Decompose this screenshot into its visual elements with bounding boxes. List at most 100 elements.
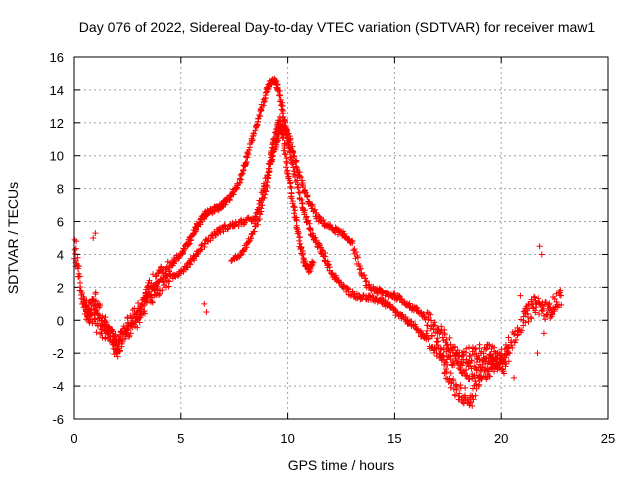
data-point: [427, 311, 434, 318]
data-point: [294, 181, 301, 188]
data-point: [242, 159, 249, 166]
data-point: [124, 325, 131, 332]
data-point: [434, 342, 441, 349]
data-point: [186, 260, 193, 267]
data-point: [344, 285, 351, 292]
data-point: [438, 323, 445, 330]
data-point: [427, 317, 434, 324]
data-point: [289, 200, 296, 207]
data-point: [254, 121, 261, 128]
data-point: [117, 347, 124, 354]
data-point: [116, 348, 123, 355]
data-point: [542, 299, 549, 306]
data-point: [361, 272, 368, 279]
data-point: [292, 163, 299, 170]
data-point: [553, 298, 560, 305]
data-point: [76, 273, 83, 280]
data-point: [462, 384, 469, 391]
data-point: [98, 326, 105, 333]
data-point: [291, 152, 298, 159]
data-point: [303, 213, 310, 220]
data-point: [221, 222, 228, 229]
data-point: [159, 287, 166, 294]
data-point: [432, 322, 439, 329]
data-point: [518, 327, 525, 334]
data-point: [414, 326, 421, 333]
data-point: [306, 225, 313, 232]
data-point: [162, 270, 169, 277]
data-point: [156, 292, 163, 299]
data-point: [540, 305, 547, 312]
y-tick-label: 2: [57, 280, 64, 295]
y-tick-label: 6: [57, 215, 64, 230]
data-point: [422, 316, 429, 323]
data-point: [299, 182, 306, 189]
data-point: [454, 347, 461, 354]
data-point: [538, 251, 545, 258]
data-point: [514, 331, 521, 338]
data-point: [149, 298, 156, 305]
data-point: [481, 356, 488, 363]
data-point: [558, 292, 565, 299]
data-point: [447, 352, 454, 359]
data-point: [221, 222, 228, 229]
data-point: [259, 202, 266, 209]
data-point: [215, 225, 222, 232]
data-point: [230, 191, 237, 198]
data-point: [120, 323, 127, 330]
data-point: [363, 278, 370, 285]
data-point: [290, 153, 297, 160]
data-point: [451, 343, 458, 350]
data-point: [262, 188, 269, 195]
data-point: [233, 186, 240, 193]
data-point: [503, 350, 510, 357]
y-tick-label: 14: [50, 83, 64, 98]
plot-frame: [73, 56, 609, 420]
data-point: [187, 237, 194, 244]
data-point: [203, 309, 210, 316]
data-point: [92, 297, 99, 304]
data-point: [124, 314, 131, 321]
data-point: [110, 328, 117, 335]
data-point: [153, 279, 160, 286]
data-point: [493, 363, 500, 370]
data-point: [238, 171, 245, 178]
data-point: [296, 173, 303, 180]
data-point: [79, 290, 86, 297]
data-point: [527, 314, 534, 321]
data-point: [293, 217, 300, 224]
data-point: [482, 360, 489, 367]
data-point: [438, 345, 445, 352]
data-point: [467, 362, 474, 369]
data-point: [304, 193, 311, 200]
data-point: [442, 366, 449, 373]
data-point: [509, 344, 516, 351]
data-point: [262, 89, 269, 96]
data-point: [77, 283, 84, 290]
data-point: [472, 378, 479, 385]
data-point: [255, 217, 262, 224]
data-point: [317, 242, 324, 249]
data-point: [127, 312, 134, 319]
y-tick-label: 0: [57, 313, 64, 328]
data-point: [406, 300, 413, 307]
data-point: [466, 376, 473, 383]
y-tick-label: 4: [57, 247, 64, 262]
data-point: [457, 366, 464, 373]
data-point: [91, 315, 98, 322]
data-point: [297, 240, 304, 247]
data-point: [505, 358, 512, 365]
data-point: [460, 356, 467, 363]
data-point: [83, 303, 90, 310]
data-point: [71, 246, 78, 253]
data-point: [251, 130, 258, 137]
data-point: [268, 144, 275, 151]
data-point: [92, 230, 99, 237]
data-point: [486, 342, 493, 349]
x-tick-label: 0: [70, 431, 77, 446]
y-axis-label: SDTVAR / TECUs: [5, 182, 21, 294]
data-point: [217, 229, 224, 236]
data-point: [93, 329, 100, 336]
data-point: [524, 310, 531, 317]
